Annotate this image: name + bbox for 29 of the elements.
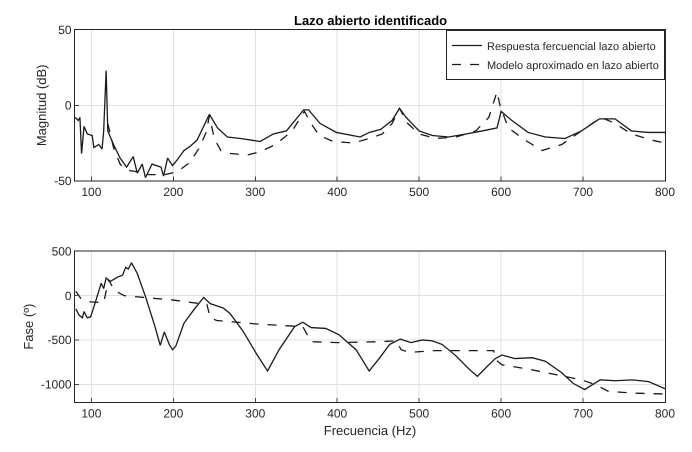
- y-tick-label: 0: [64, 288, 72, 303]
- x-tick-label: 100: [81, 185, 102, 200]
- x-tick-label: 600: [491, 406, 512, 420]
- x-axis-title: Frecuencia (Hz): [324, 423, 416, 438]
- y-axis-title: Magnitud (dB): [34, 64, 50, 146]
- x-tick-label: 800: [654, 185, 676, 200]
- y-tick-label: 50: [58, 23, 72, 38]
- x-tick-label: 700: [573, 185, 594, 200]
- x-tick-label: 400: [327, 185, 348, 200]
- y-tick-label: 0: [64, 98, 72, 113]
- x-tick-label: 800: [654, 406, 676, 420]
- x-tick-label: 300: [245, 406, 266, 420]
- x-tick-label: 700: [573, 406, 594, 420]
- y-tick-label: -1000: [40, 377, 72, 392]
- x-tick-label: 100: [81, 406, 102, 420]
- x-tick-label: 400: [327, 406, 348, 420]
- chart-title: Lazo abierto identificado: [294, 13, 448, 28]
- x-tick-label: 300: [245, 185, 266, 200]
- y-tick-label: -50: [54, 174, 72, 188]
- y-axis-title: Fase (º): [20, 304, 36, 350]
- x-tick-label: 600: [491, 185, 512, 200]
- x-tick-label: 500: [409, 406, 430, 420]
- x-tick-label: 200: [163, 406, 184, 420]
- x-tick-label: 200: [163, 185, 184, 200]
- x-tick-label: 500: [409, 185, 430, 200]
- legend-label: Respuesta fercuencial lazo abierto: [487, 40, 656, 53]
- legend-label: Modelo aproximado en lazo abierto: [487, 60, 659, 72]
- y-tick-label: 500: [52, 244, 72, 259]
- y-tick-label: -500: [48, 333, 72, 348]
